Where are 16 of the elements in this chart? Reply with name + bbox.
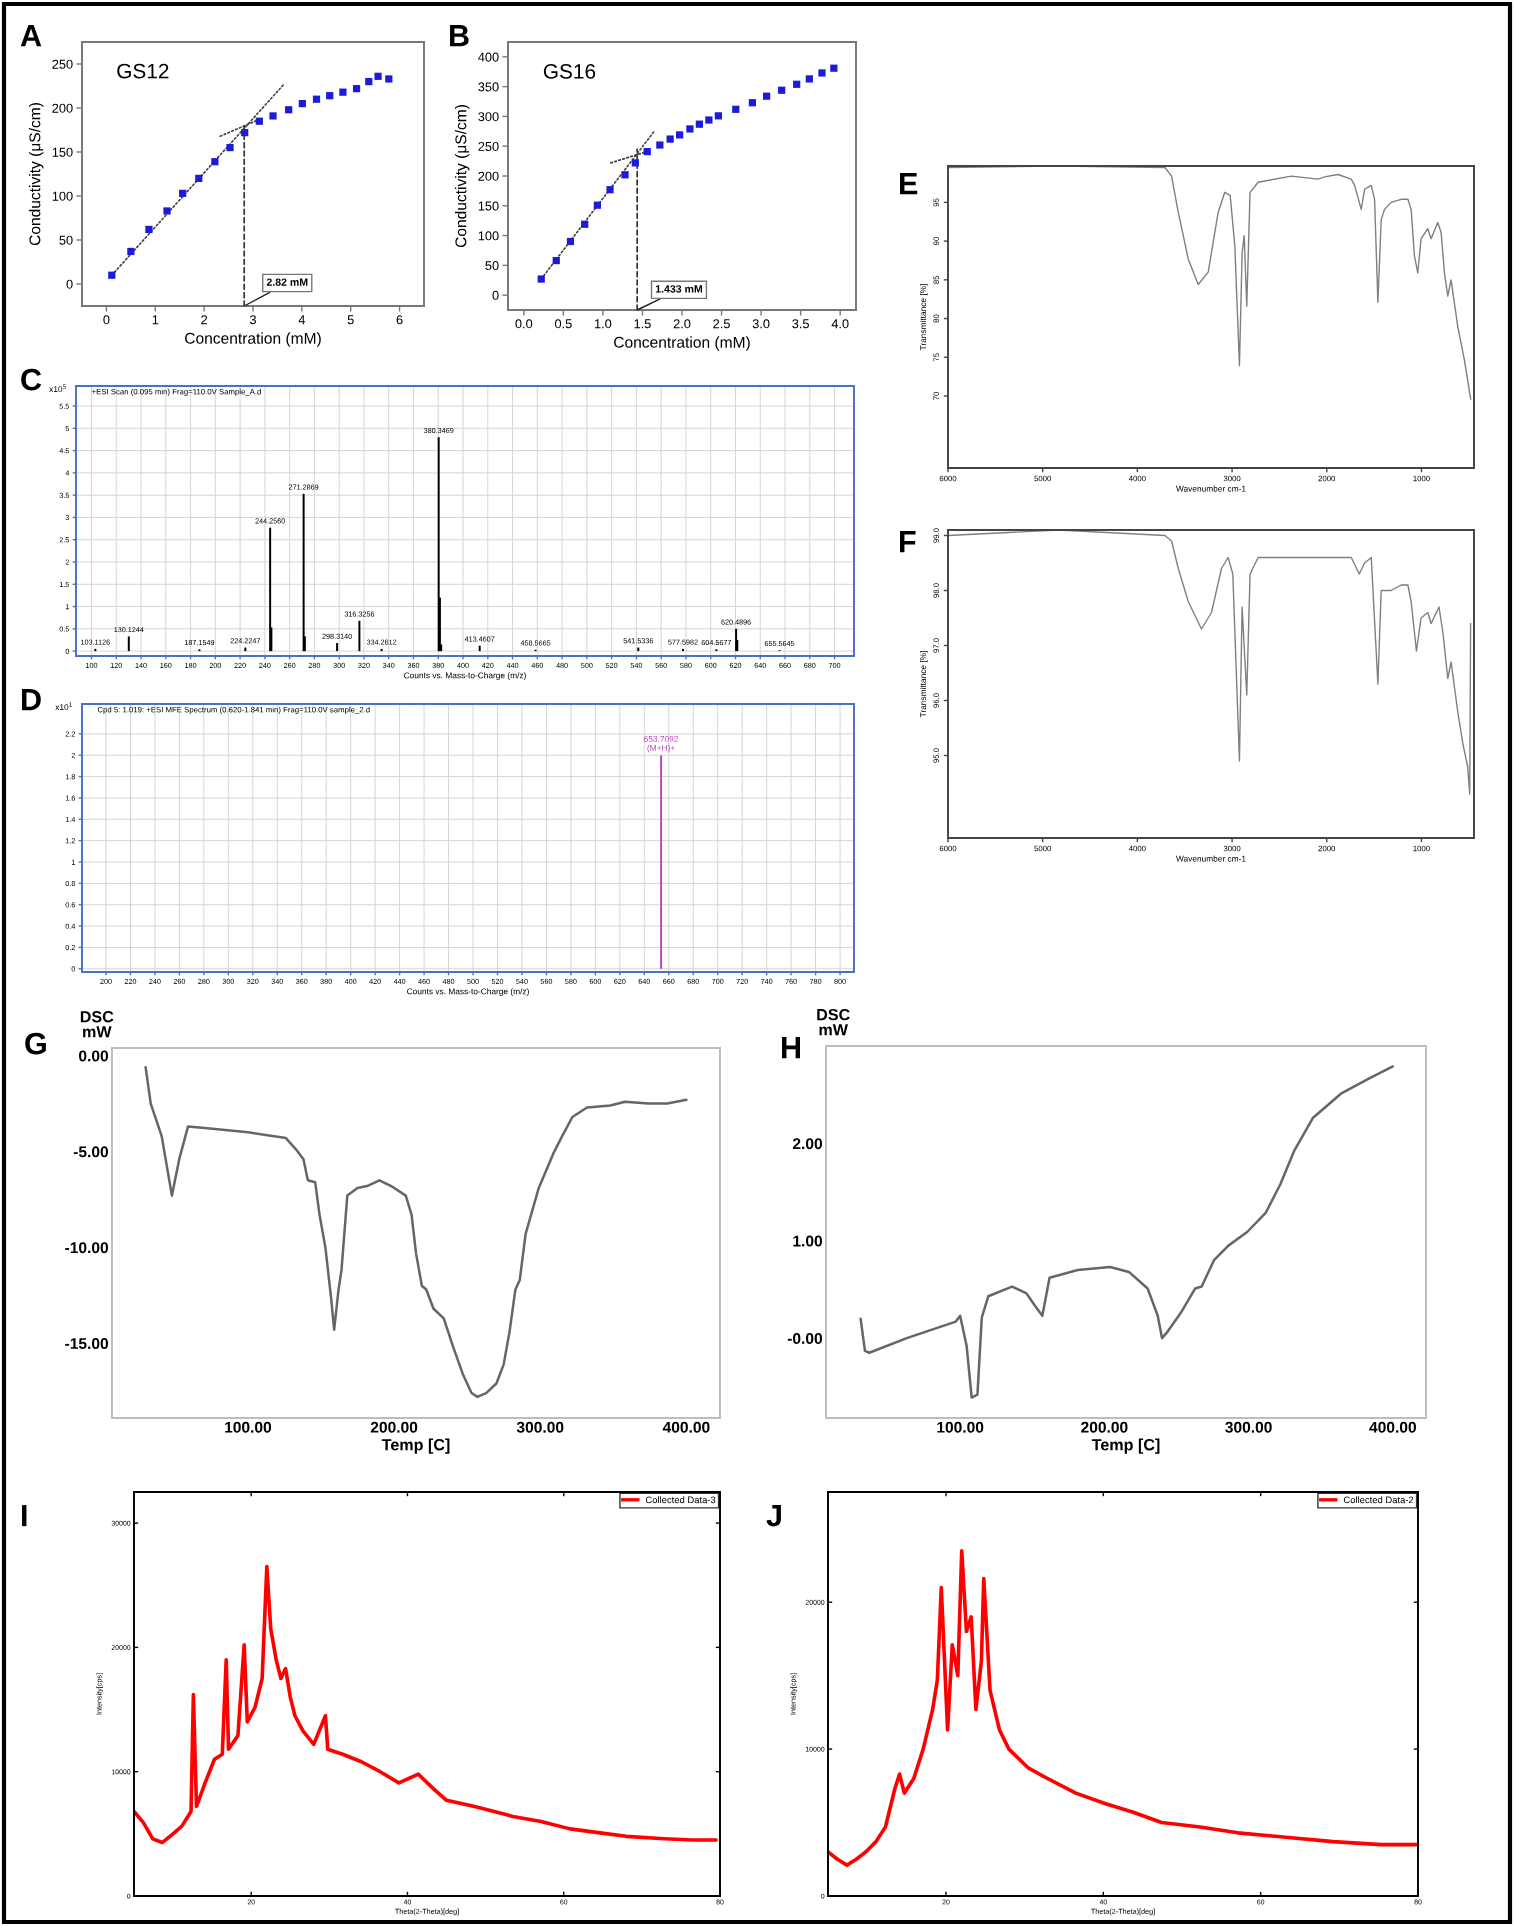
chart-title: E [900, 173, 918, 195]
chart-title: G [25, 1032, 46, 1055]
chart-title: I [22, 1505, 27, 1527]
chart-title: J [766, 1505, 781, 1527]
x-axis-title: Temp [C] [1091, 1438, 1160, 1454]
chart-title: D [22, 689, 41, 711]
chart-title: H [782, 1037, 801, 1059]
y-axis-title: DSC mW [80, 1010, 114, 1038]
chart-title: B [450, 25, 469, 47]
chart-title: F [900, 531, 916, 553]
chart-title: A [20, 25, 42, 47]
chart-title: C [21, 368, 42, 391]
annotation: GS12 [117, 63, 169, 79]
annotation: GS16 [543, 63, 596, 79]
y-axis-title: DSC mW [817, 1008, 850, 1036]
x-axis-title: Temp [C] [381, 1438, 450, 1454]
